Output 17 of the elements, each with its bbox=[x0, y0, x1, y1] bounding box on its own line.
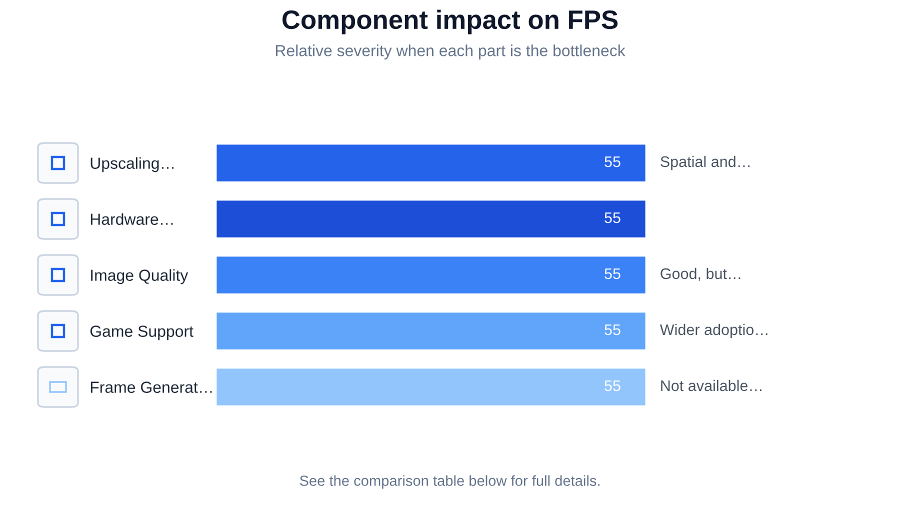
y-tick-label: Hardware… bbox=[90, 213, 173, 225]
text: Not available… bbox=[661, 380, 762, 392]
text: Good, but… bbox=[660, 268, 740, 281]
data-label: 55 bbox=[604, 324, 620, 336]
text: Spatial and… bbox=[660, 156, 750, 170]
text: See the comparison table below for full details. bbox=[300, 475, 600, 489]
chart-title: Component impact on FPS bbox=[282, 10, 618, 34]
data-label: 55 bbox=[604, 268, 620, 280]
data-label: 55 bbox=[604, 380, 620, 392]
text: Wider adoptio… bbox=[660, 324, 768, 338]
y-tick-label: Image Quality bbox=[91, 269, 188, 284]
chart-subtitle: Relative severity when each part is the bottleneck bbox=[276, 44, 626, 60]
y-tick-label: Upscaling… bbox=[90, 157, 174, 172]
data-label: 55 bbox=[604, 156, 620, 168]
y-tick-label: Game Support bbox=[90, 326, 194, 340]
data-label: 55 bbox=[604, 212, 620, 224]
y-tick-label: Frame Generat… bbox=[90, 382, 212, 393]
